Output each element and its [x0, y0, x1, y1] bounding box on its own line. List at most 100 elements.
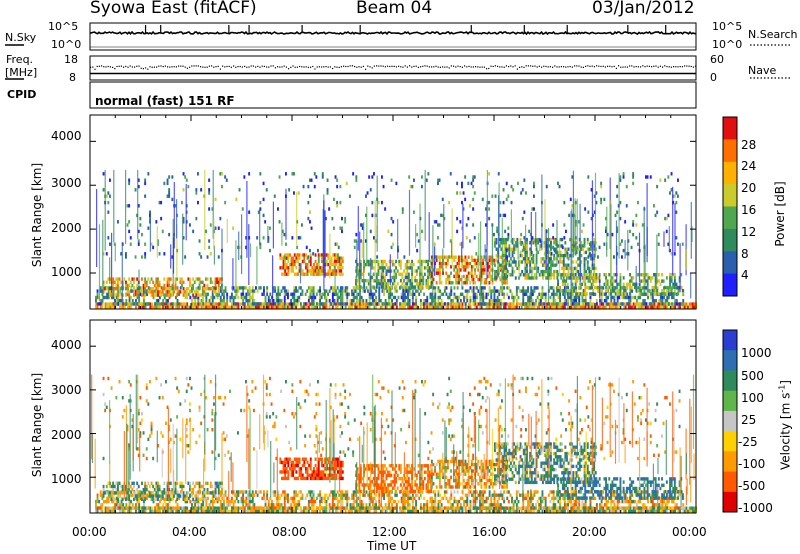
echo-streak	[530, 212, 532, 257]
echo-cell	[586, 247, 589, 251]
echo-cell	[123, 277, 126, 281]
echo-cell	[437, 271, 440, 275]
echo-cell	[571, 292, 574, 296]
echo-cell	[360, 305, 363, 309]
echo-streak	[176, 224, 178, 277]
echo-cell	[316, 262, 319, 267]
echo-cell	[332, 262, 335, 267]
echo-cell	[602, 305, 605, 309]
echo-cell	[438, 268, 441, 272]
echo-cell	[295, 253, 298, 257]
echo-cell	[335, 292, 337, 296]
echo-streak	[535, 212, 537, 247]
echo-cell	[301, 272, 304, 276]
echo-cell	[395, 285, 397, 289]
echo-cell	[192, 305, 195, 309]
echo-cell	[285, 292, 288, 296]
echo-cell	[453, 506, 456, 510]
nave-dot	[241, 66, 243, 68]
echo-cell	[139, 289, 142, 293]
echo-streak	[125, 169, 127, 245]
echo-cell	[669, 302, 672, 306]
echo-cell	[339, 286, 342, 290]
echo-cell	[560, 289, 563, 293]
echo-cell	[425, 285, 428, 289]
echo-cell	[243, 175, 246, 179]
echo-cell	[611, 282, 614, 286]
echo-cell	[377, 279, 380, 283]
echo-cell	[570, 299, 573, 303]
echo-cell	[538, 292, 541, 296]
echo-cell	[336, 292, 339, 296]
echo-cell	[592, 305, 595, 309]
echo-cell	[503, 509, 505, 514]
echo-cell	[306, 305, 309, 309]
echo-cell	[211, 289, 214, 293]
echo-cell	[295, 509, 297, 514]
echo-cell	[665, 216, 668, 221]
echo-cell	[354, 302, 357, 306]
echo-cell	[377, 259, 380, 264]
echo-cell	[251, 509, 254, 514]
echo-cell	[423, 299, 425, 303]
echo-cell	[595, 509, 598, 514]
echo-cell	[313, 272, 315, 276]
echo-cell	[170, 506, 173, 510]
nave-dot	[593, 66, 595, 68]
echo-cell	[624, 289, 627, 293]
nave-dot	[263, 65, 265, 67]
echo-cell	[385, 285, 388, 289]
echo-cell	[437, 223, 439, 227]
echo-cell	[592, 279, 595, 283]
echo-cell	[195, 277, 198, 281]
echo-cell	[505, 260, 508, 264]
nave-dot	[153, 66, 155, 68]
nave-dot	[250, 65, 252, 67]
echo-cell	[520, 509, 523, 514]
echo-cell	[549, 302, 552, 306]
echo-cell	[443, 289, 446, 293]
echo-cell	[587, 305, 590, 309]
echo-cell	[498, 302, 501, 306]
echo-cell	[499, 213, 502, 218]
echo-cell	[659, 292, 662, 296]
echo-cell	[615, 509, 617, 514]
echo-cell	[643, 289, 646, 293]
echo-cell	[373, 292, 376, 296]
echo-cell	[293, 272, 296, 276]
echo-cell	[406, 275, 409, 280]
echo-cell	[229, 299, 232, 303]
echo-cell	[384, 302, 387, 306]
echo-cell	[637, 295, 640, 300]
echo-cell	[143, 509, 145, 514]
nave-dot	[684, 65, 686, 67]
echo-cell	[141, 287, 143, 291]
echo-cell	[496, 509, 499, 514]
echo-cell	[404, 282, 407, 286]
echo-cell	[243, 295, 246, 300]
echo-cell	[420, 266, 423, 270]
echo-cell	[175, 302, 177, 306]
echo-cell	[344, 220, 347, 224]
echo-streak	[334, 265, 336, 295]
echo-cell	[206, 287, 209, 291]
echo-cell	[427, 302, 430, 306]
echo-cell	[399, 285, 402, 289]
echo-cell	[287, 253, 290, 257]
echo-cell	[136, 302, 139, 306]
echo-cell	[432, 299, 435, 303]
nave-dot	[510, 65, 512, 67]
echo-cell	[462, 265, 465, 269]
nave-dot	[501, 66, 503, 68]
echo-cell	[213, 305, 216, 309]
echo-cell	[526, 273, 528, 277]
echo-cell	[407, 279, 410, 283]
echo-cell	[383, 275, 386, 280]
nave-dot	[497, 65, 499, 67]
echo-cell	[584, 299, 587, 303]
echo-cell	[590, 253, 592, 258]
nave-dot	[316, 66, 318, 68]
echo-cell	[592, 289, 595, 293]
echo-cell	[584, 285, 587, 290]
echo-cell	[303, 256, 306, 260]
